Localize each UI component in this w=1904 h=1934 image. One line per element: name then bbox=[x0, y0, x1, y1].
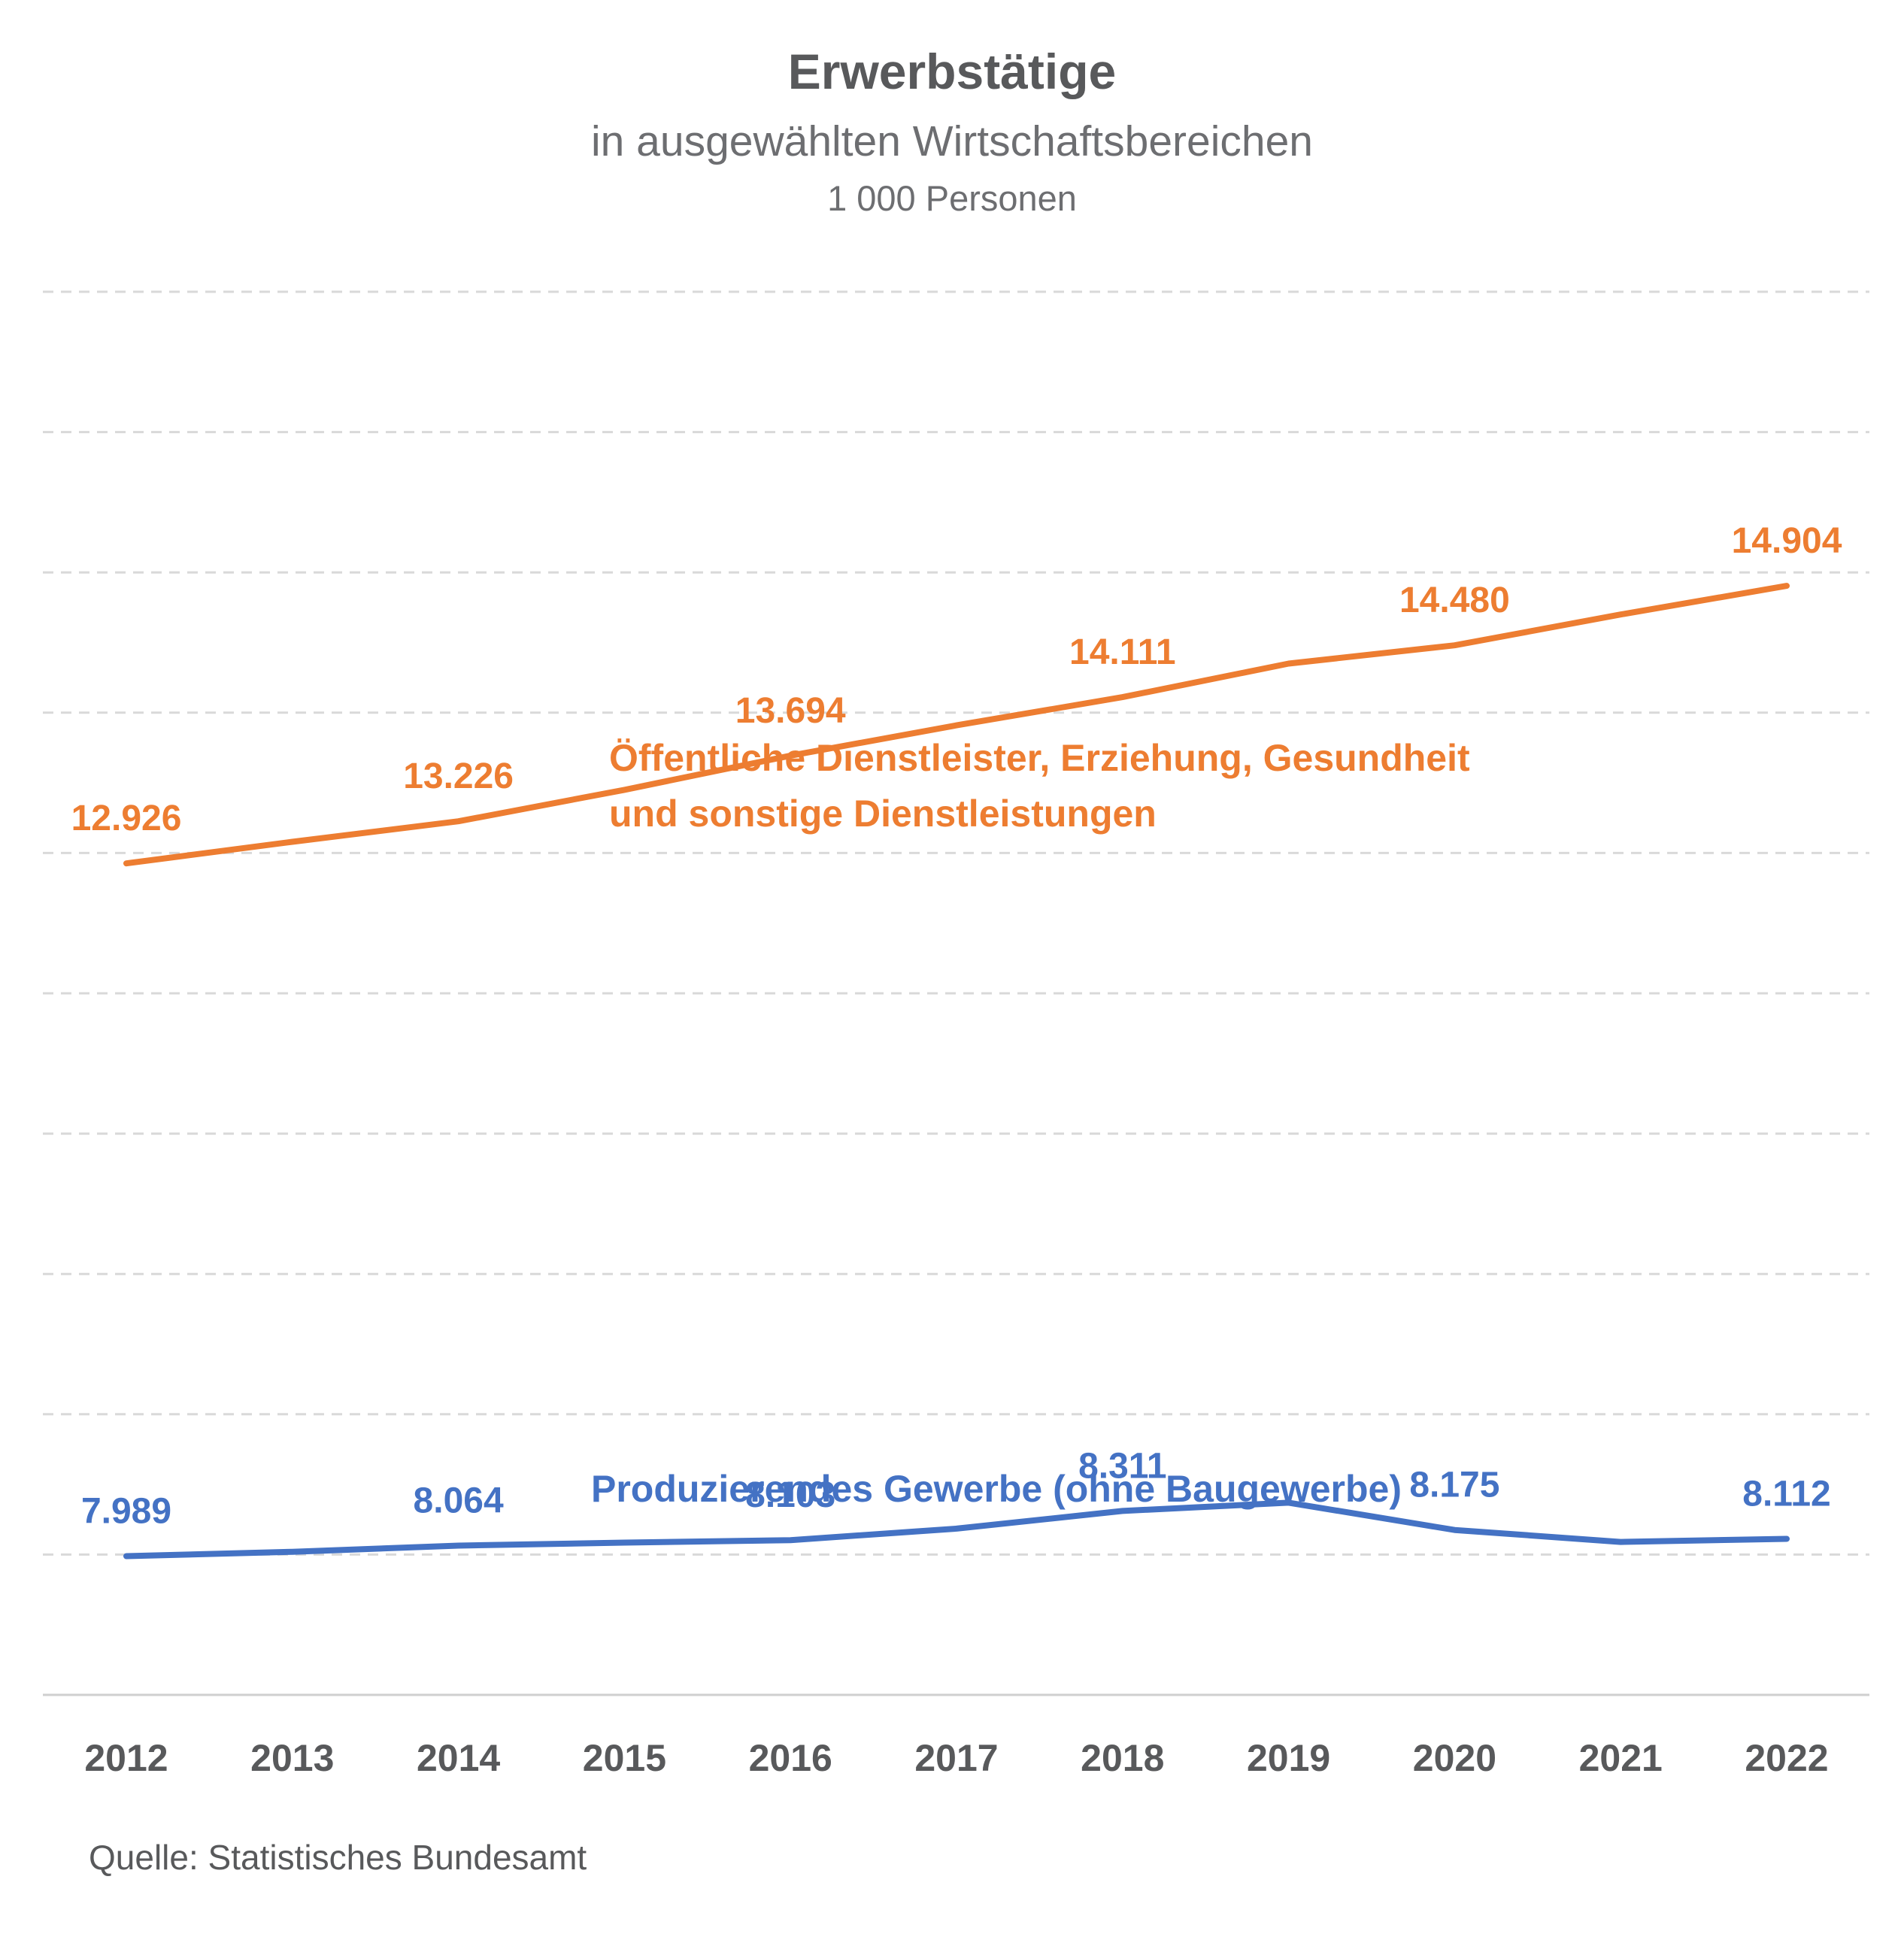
data-label: 8.175 bbox=[1409, 1466, 1499, 1505]
chart-title: Erwerbstätige bbox=[788, 44, 1116, 99]
x-tick-label: 2013 bbox=[250, 1737, 334, 1779]
x-tick-label: 2021 bbox=[1579, 1737, 1663, 1779]
data-label: 14.480 bbox=[1399, 581, 1510, 620]
x-tick-label: 2022 bbox=[1745, 1737, 1828, 1779]
series-lines bbox=[123, 583, 1790, 1560]
data-label: 8.103 bbox=[745, 1475, 835, 1515]
data-label: 7.989 bbox=[81, 1491, 171, 1531]
data-label: 8.112 bbox=[1742, 1475, 1830, 1514]
data-label: 13.694 bbox=[735, 691, 846, 731]
x-tick-label: 2015 bbox=[583, 1737, 666, 1779]
series-name-label: Produzierendes Gewerbe (ohne Baugewerbe) bbox=[591, 1468, 1402, 1510]
x-tick-label: 2020 bbox=[1413, 1737, 1496, 1779]
series-line bbox=[123, 583, 1790, 867]
x-tick-label: 2012 bbox=[84, 1737, 168, 1779]
chart-subtitle: in ausgewählten Wirtschaftsbereichen bbox=[591, 117, 1313, 165]
gridlines bbox=[43, 290, 1869, 1556]
data-label: 12.926 bbox=[71, 799, 182, 838]
x-tick-label: 2016 bbox=[749, 1737, 832, 1779]
series-name-label: Öffentliche Dienstleister, Erziehung, Ge… bbox=[609, 737, 1470, 779]
x-axis-tick-labels: 2012 2013 2014 2015 2016 2017 2018 2019 2020 2021… bbox=[84, 1737, 1828, 1779]
data-label: 8.064 bbox=[414, 1481, 504, 1520]
series-names: Öffentliche Dienstleister, Erziehung, Ge… bbox=[591, 737, 1470, 1510]
series-line bbox=[123, 1499, 1790, 1560]
chart-unit: 1 000 Personen bbox=[827, 178, 1077, 218]
data-label: 8.311 bbox=[1078, 1446, 1166, 1486]
data-label: 13.226 bbox=[403, 756, 514, 796]
data-label: 14.904 bbox=[1732, 521, 1842, 561]
data-label: 14.111 bbox=[1069, 632, 1176, 672]
x-tick-label: 2018 bbox=[1081, 1737, 1164, 1779]
x-tick-label: 2017 bbox=[914, 1737, 998, 1779]
source-note: Quelle: Statistisches Bundesamt bbox=[89, 1838, 587, 1877]
x-tick-label: 2019 bbox=[1247, 1737, 1330, 1779]
series-name-label: und sonstige Dienstleistungen bbox=[609, 793, 1157, 835]
data-labels: 12.926 13.226 13.694 14.111 14.480 14.904 7.98… bbox=[71, 521, 1842, 1531]
x-tick-label: 2014 bbox=[417, 1737, 500, 1779]
